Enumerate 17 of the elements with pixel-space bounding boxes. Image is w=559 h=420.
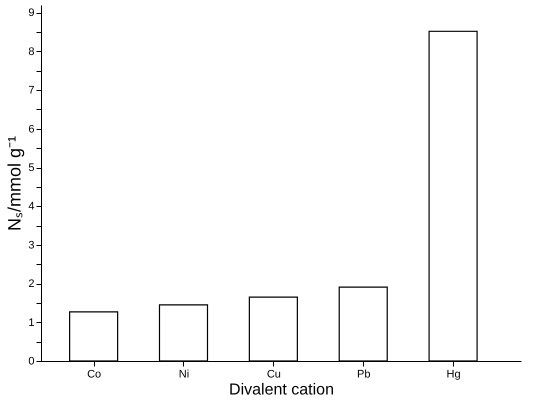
y-tick-label: 0	[28, 356, 34, 368]
y-tick-label: 7	[28, 84, 34, 97]
y-tick-label: 3	[28, 239, 34, 252]
x-tick-label: Co	[87, 368, 102, 380]
x-tick-label: Hg	[446, 368, 461, 380]
y-tick-label: 8	[28, 46, 34, 58]
y-tick-label: 9	[28, 7, 34, 20]
y-axis-title: Nₛ/mmol g⁻¹	[4, 136, 24, 232]
x-tick-label: Pb	[356, 368, 370, 380]
y-tick-label: 5	[28, 162, 34, 174]
x-axis-title: Divalent cation	[229, 382, 334, 398]
y-tick-label: 4	[28, 200, 34, 213]
x-tick-label: Ni	[178, 368, 190, 380]
x-tick-label: Cu	[266, 368, 281, 380]
y-tick-label: 2	[28, 278, 34, 290]
y-tick-label: 6	[28, 123, 34, 136]
y-tick-label: 1	[28, 316, 34, 329]
